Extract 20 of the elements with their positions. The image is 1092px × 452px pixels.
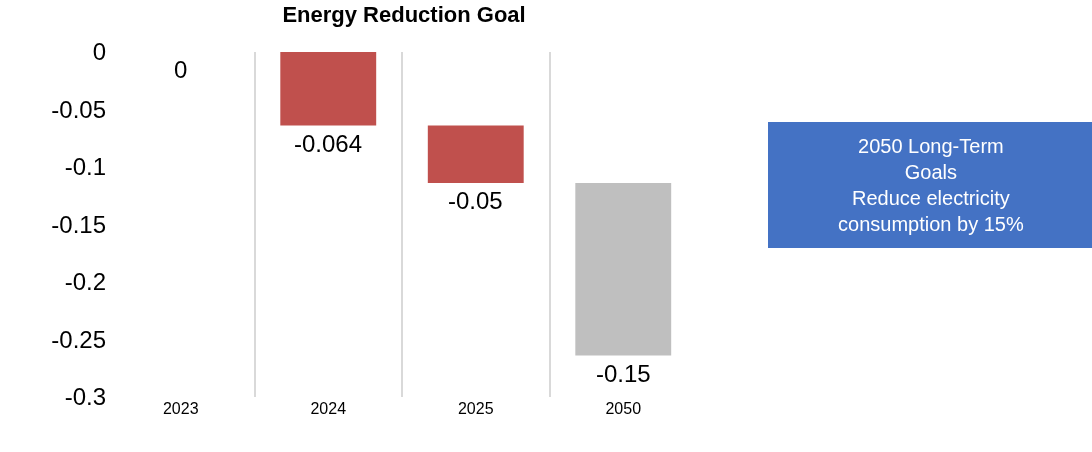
text: 2050 Long-Term Goals Reduce electricity consumption by 15%	[838, 135, 1024, 235]
y-tick-label: -0.05	[51, 95, 106, 123]
y-tick-label: -0.25	[51, 325, 106, 353]
bar	[427, 125, 524, 184]
data-label: -0.064	[294, 130, 363, 157]
x-tick-label: 2025	[457, 400, 494, 417]
x-tick-label: 2050	[605, 400, 642, 417]
chart-title: Energy Reduction Goal	[282, 2, 526, 28]
bar	[280, 52, 377, 126]
y-tick-label: -0.15	[51, 210, 106, 238]
x-tick-label: 2023	[162, 400, 199, 417]
y-tick-label: -0.1	[64, 153, 106, 181]
y-tick-label: -0.2	[64, 268, 106, 296]
bar	[575, 183, 672, 356]
x-tick-label: 2024	[310, 400, 347, 417]
data-label: 0	[174, 56, 188, 83]
y-tick-label: -0.3	[64, 383, 106, 411]
data-label: -0.05	[448, 187, 503, 214]
data-label: -0.15	[596, 360, 651, 387]
y-tick-label: 0	[92, 38, 106, 66]
